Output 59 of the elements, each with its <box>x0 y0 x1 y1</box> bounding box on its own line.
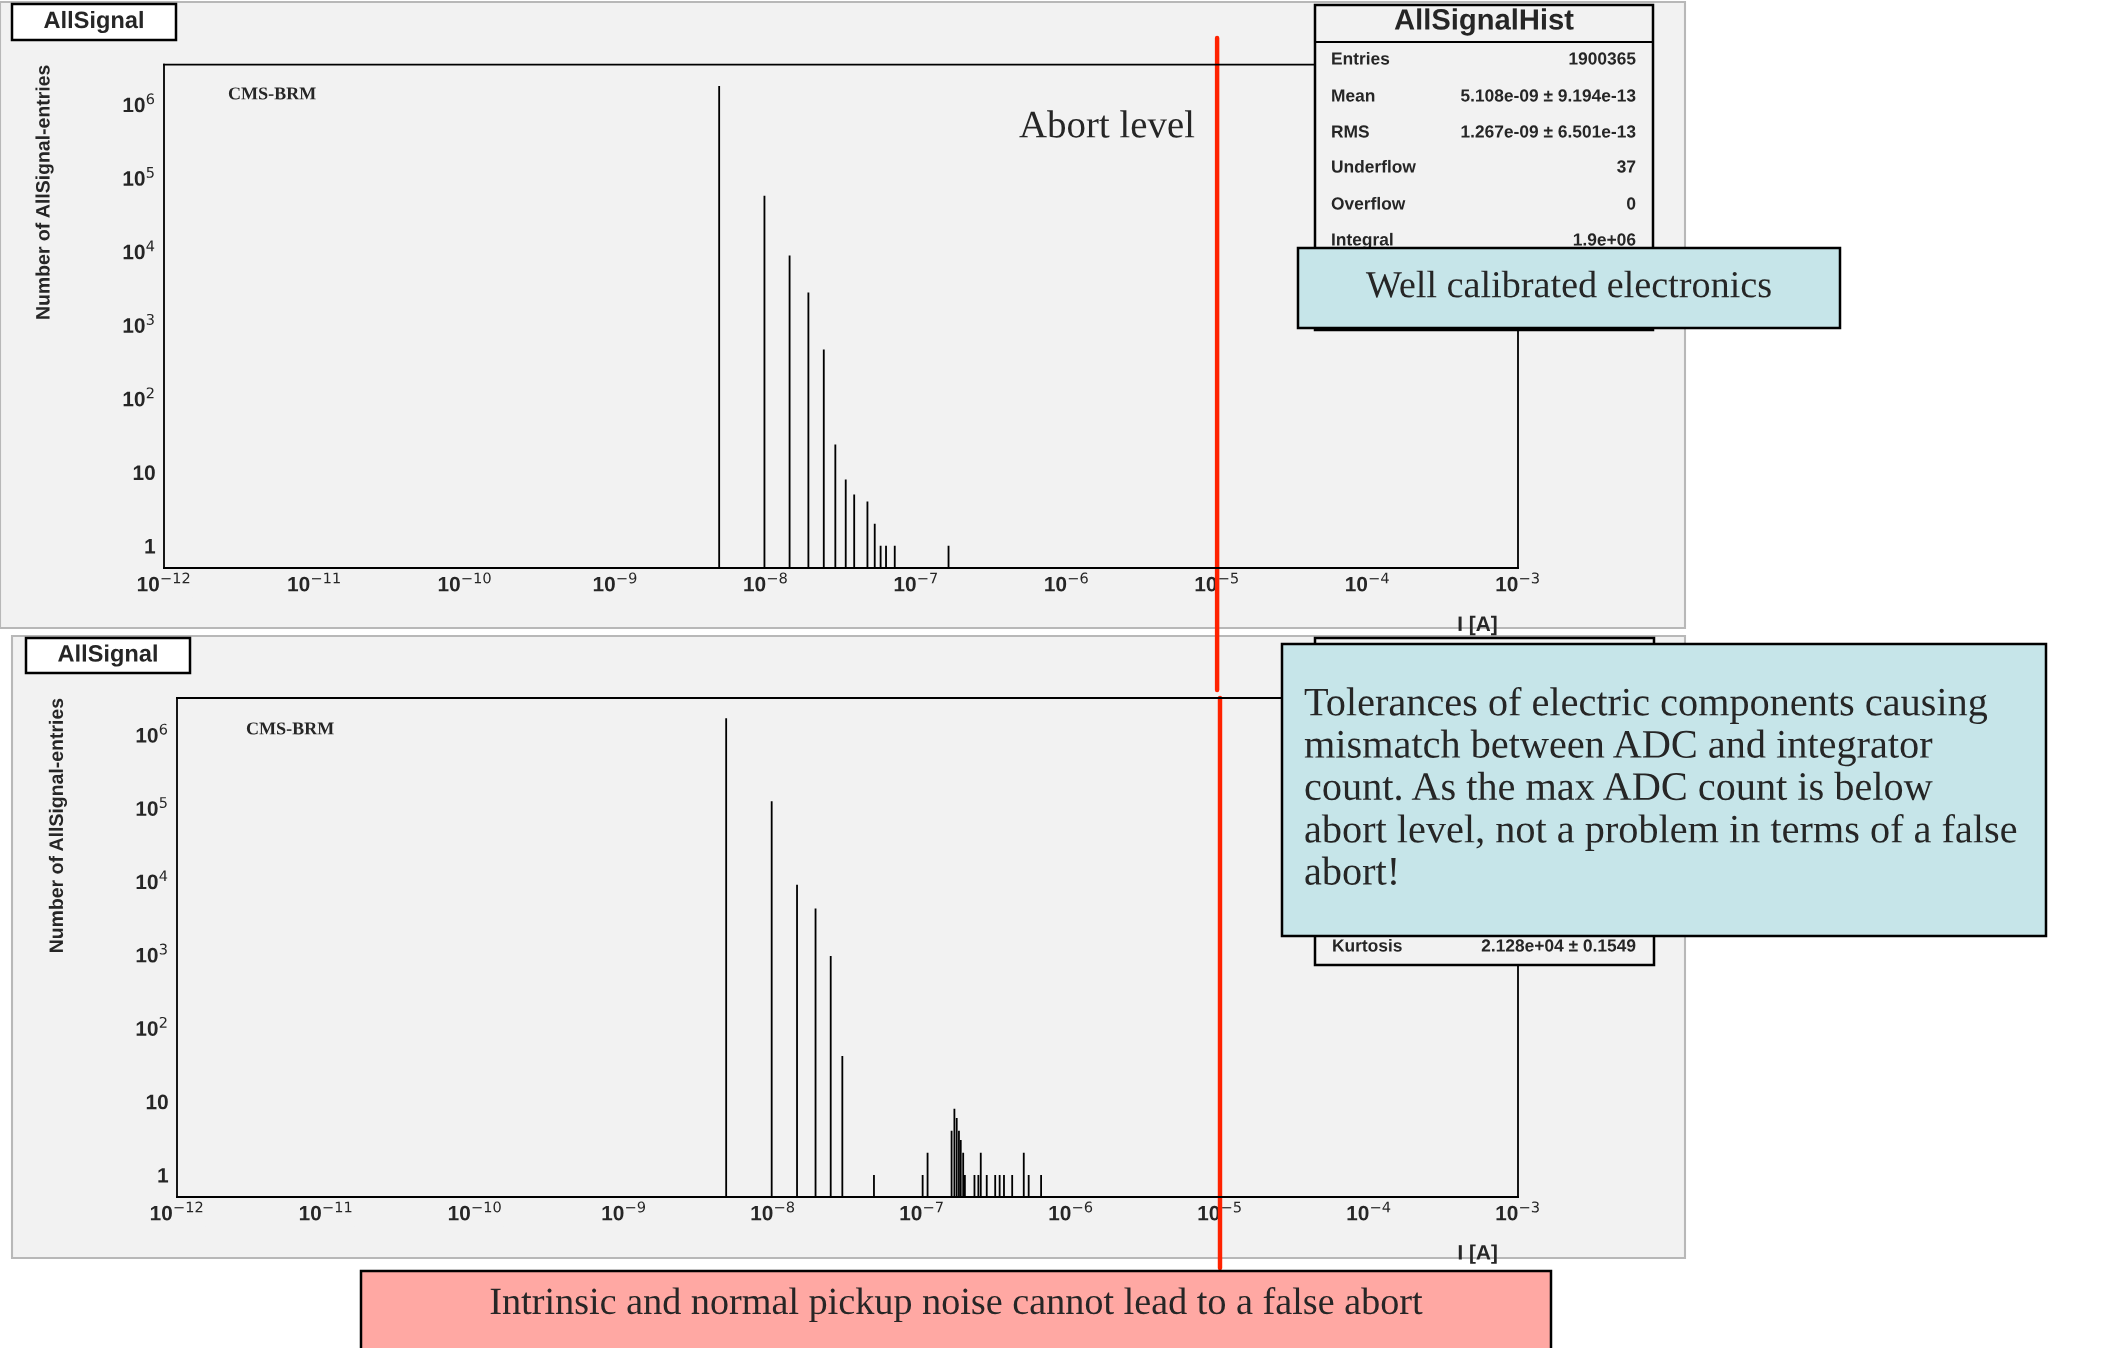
annotation: 2.128e+04 ± 0.1549 <box>1481 939 1636 952</box>
y-tick-label: 10$^{2}$ <box>123 387 154 407</box>
text: AllSignalHist <box>1394 8 1574 36</box>
y-tick-label: 1 <box>158 1168 169 1183</box>
x-tick-label: 10$^{−11}$ <box>288 572 340 592</box>
x-tick-label: 10$^{−8}$ <box>744 572 787 592</box>
text: 37 <box>1617 160 1636 173</box>
x-tick-label: 10$^{−4}$ <box>1346 572 1389 592</box>
annotation: Kurtosis <box>1333 938 1402 952</box>
annotation: 5.108e-09 ± 9.194e-13 <box>1460 89 1636 102</box>
annotation: Mean <box>1332 89 1375 102</box>
annotation: Well calibrated electronics <box>1365 270 1771 298</box>
x-axis-title: I [A] <box>1458 1244 1497 1264</box>
x-tick-label: 10$^{−7}$ <box>894 572 938 592</box>
y-tick-label: 10 <box>146 1094 168 1110</box>
x-tick-label: 10$^{−9}$ <box>602 1201 646 1221</box>
text: 1.9e+06 <box>1573 233 1636 246</box>
y-tick-label: 1 <box>145 539 156 554</box>
annotation: Underflow <box>1332 159 1416 173</box>
y-tick-label: 10$^{3}$ <box>123 313 154 333</box>
x-tick-label: 10$^{−12}$ <box>137 572 190 592</box>
y-axis-title: Number of AllSignal-entries <box>35 65 54 319</box>
text: 0 <box>1627 197 1636 210</box>
x-tick-label: 10$^{−7}$ <box>900 1201 943 1221</box>
y-tick-label: 10$^{2}$ <box>136 1016 167 1036</box>
annotation: Integral <box>1332 232 1393 250</box>
x-tick-label: 10$^{−10}$ <box>448 1201 501 1221</box>
annotation: 1.267e-09 ± 6.501e-13 <box>1461 125 1636 138</box>
x-tick-label: 10$^{−6}$ <box>1045 572 1088 592</box>
x-tick-label: 10$^{−6}$ <box>1049 1201 1093 1221</box>
annotation: Overflow <box>1331 196 1406 210</box>
x-tick-label: 10$^{−4}$ <box>1347 1201 1391 1221</box>
text: 1900365 <box>1569 52 1636 65</box>
x-tick-label: 10$^{−11}$ <box>299 1201 352 1221</box>
annotation: CMS-BRM <box>228 87 316 100</box>
text: Entries <box>1332 51 1390 65</box>
y-tick-label: 10$^{4}$ <box>123 240 155 260</box>
annotation: Tolerances of electric components causing mismatch between ADC and integrator count. As the max ADC count is below abort level, not a problem in terms of a false abort! <box>1304 686 2017 886</box>
ref-line-label: Abort level <box>1019 110 1195 138</box>
x-tick-label: 10$^{−9}$ <box>593 572 637 592</box>
x-tick-label: 10$^{−8}$ <box>751 1201 795 1221</box>
chart-title: AllSignal <box>44 10 143 34</box>
y-tick-label: 10$^{3}$ <box>136 943 167 963</box>
annotation: RMS <box>1332 125 1369 138</box>
y-tick-label: 10$^{6}$ <box>123 93 155 113</box>
x-tick-label: 10$^{−3}$ <box>1496 572 1539 592</box>
x-tick-label: 10$^{−12}$ <box>150 1201 203 1221</box>
y-tick-label: 10$^{5}$ <box>136 797 167 816</box>
y-tick-label: 10$^{4}$ <box>136 870 168 890</box>
x-tick-label: 10$^{−10}$ <box>438 572 491 592</box>
y-tick-label: 10$^{6}$ <box>136 723 168 743</box>
annotation: CMS-BRM <box>246 722 334 735</box>
y-tick-label: 10$^{5}$ <box>123 167 154 186</box>
x-axis-title: I [A] <box>1458 615 1497 636</box>
chart-title: AllSignal <box>58 644 157 667</box>
y-tick-label: 10 <box>133 465 155 481</box>
x-tick-label: 10$^{−3}$ <box>1496 1201 1539 1221</box>
text: Intrinsic and normal pickup noise cannot lead to a false abort <box>490 1286 1423 1323</box>
y-axis-title: Number of AllSignal-entries <box>48 698 68 953</box>
